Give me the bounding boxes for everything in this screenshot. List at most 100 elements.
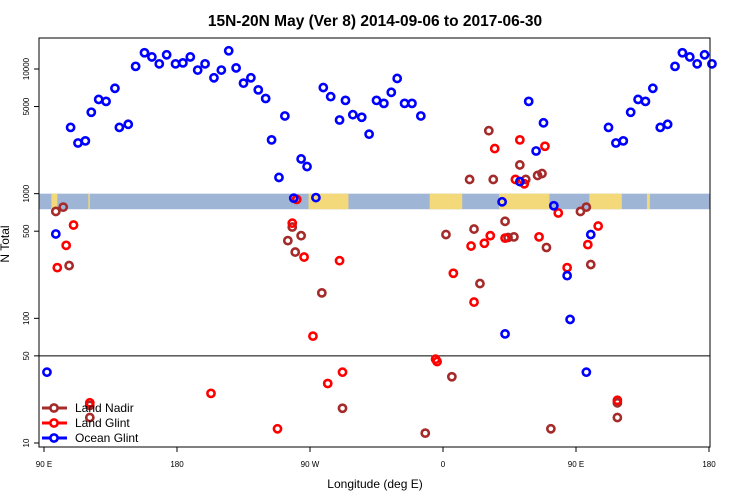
point-ocean-glint bbox=[192, 65, 203, 75]
point-ocean-glint bbox=[325, 91, 336, 102]
point-ocean-glint bbox=[65, 122, 76, 133]
point-ocean-glint bbox=[565, 314, 575, 325]
point-ocean-glint bbox=[260, 93, 271, 104]
map-band bbox=[39, 193, 710, 210]
point-land-glint bbox=[612, 395, 623, 406]
y-tick-label: 50 bbox=[22, 351, 31, 360]
point-land-nadir bbox=[475, 278, 485, 289]
x-tick-label: 180 bbox=[170, 460, 184, 469]
point-land-nadir bbox=[296, 230, 307, 241]
y-tick-label: 10 bbox=[22, 438, 31, 447]
point-land-nadir bbox=[64, 260, 75, 271]
point-land-nadir bbox=[541, 242, 552, 253]
plot-frame bbox=[38, 37, 711, 448]
x-tick-label: 180 bbox=[702, 460, 716, 469]
point-ocean-glint bbox=[356, 112, 367, 123]
map-land bbox=[646, 193, 650, 210]
point-ocean-glint bbox=[677, 47, 688, 58]
point-ocean-glint bbox=[178, 57, 188, 68]
point-ocean-glint bbox=[185, 52, 196, 62]
x-axis: 90 E 180 90 W 0 90 E 180 bbox=[36, 447, 716, 469]
point-ocean-glint bbox=[692, 58, 703, 69]
y-tick-label: 500 bbox=[22, 224, 31, 238]
point-land-nadir bbox=[58, 202, 69, 213]
point-land-nadir bbox=[585, 259, 596, 270]
point-ocean-glint bbox=[223, 45, 234, 56]
point-ocean-glint bbox=[392, 73, 403, 84]
point-land-glint bbox=[322, 378, 333, 389]
y-tick-label: 100 bbox=[22, 311, 31, 325]
point-ocean-glint bbox=[386, 87, 397, 98]
point-land-nadir bbox=[612, 412, 623, 423]
point-land-glint bbox=[479, 238, 490, 249]
point-ocean-glint bbox=[209, 72, 219, 83]
legend-label: Land Glint bbox=[75, 416, 130, 430]
point-ocean-glint bbox=[311, 192, 321, 203]
point-ocean-glint bbox=[378, 98, 389, 109]
point-land-glint bbox=[448, 268, 459, 279]
point-land-glint bbox=[582, 239, 593, 250]
x-axis-label: Longitude (deg E) bbox=[327, 477, 422, 491]
point-ocean-glint bbox=[266, 134, 277, 145]
point-ocean-glint bbox=[200, 58, 210, 69]
point-ocean-glint bbox=[80, 136, 91, 146]
point-ocean-glint bbox=[625, 107, 636, 118]
point-land-glint bbox=[272, 423, 283, 434]
point-land-glint bbox=[299, 252, 309, 262]
point-ocean-glint bbox=[101, 96, 111, 107]
point-ocean-glint bbox=[279, 111, 290, 121]
x-tick-label: 90 E bbox=[36, 460, 52, 469]
point-ocean-glint bbox=[161, 49, 172, 60]
point-ocean-glint bbox=[514, 176, 525, 187]
point-land-nadir bbox=[290, 247, 301, 257]
chart-title: 15N-20N May (Ver 8) 2014-09-06 to 2017-0… bbox=[208, 13, 542, 30]
point-ocean-glint bbox=[288, 193, 299, 204]
point-ocean-glint bbox=[531, 146, 541, 156]
point-land-glint bbox=[68, 220, 79, 230]
map-land bbox=[429, 193, 463, 210]
point-ocean-glint bbox=[500, 329, 510, 339]
point-ocean-glint bbox=[415, 111, 426, 121]
legend-label: Land Nadir bbox=[75, 401, 134, 415]
point-ocean-glint bbox=[318, 82, 329, 93]
point-land-glint bbox=[308, 331, 318, 342]
legend-marker bbox=[49, 403, 59, 413]
point-ocean-glint bbox=[670, 61, 680, 72]
point-ocean-glint bbox=[296, 154, 307, 164]
point-ocean-glint bbox=[581, 367, 592, 378]
y-tick-label: 1000 bbox=[22, 184, 31, 202]
point-land-glint bbox=[489, 143, 500, 154]
point-land-nadir bbox=[287, 222, 298, 232]
point-land-glint bbox=[61, 240, 72, 251]
point-ocean-glint bbox=[364, 129, 375, 140]
y-tick-label: 5000 bbox=[22, 97, 31, 115]
point-ocean-glint bbox=[274, 172, 284, 183]
point-land-nadir bbox=[514, 160, 525, 170]
point-land-nadir bbox=[441, 229, 451, 240]
point-ocean-glint bbox=[562, 270, 573, 281]
point-land-glint bbox=[553, 208, 564, 218]
point-ocean-glint bbox=[699, 49, 710, 60]
point-ocean-glint bbox=[123, 119, 134, 130]
legend-marker bbox=[49, 433, 59, 443]
point-land-glint bbox=[593, 221, 604, 231]
point-land-nadir bbox=[84, 412, 95, 423]
point-land-glint bbox=[84, 397, 95, 408]
point-land-glint bbox=[287, 218, 298, 229]
x-tick-label: 90 E bbox=[568, 460, 584, 469]
point-ocean-glint bbox=[603, 122, 614, 133]
point-ocean-glint bbox=[585, 229, 596, 240]
point-ocean-glint bbox=[618, 136, 629, 146]
point-ocean-glint bbox=[114, 122, 125, 133]
point-ocean-glint bbox=[110, 83, 120, 94]
point-land-glint bbox=[334, 255, 345, 266]
point-ocean-glint bbox=[633, 94, 643, 105]
point-ocean-glint bbox=[146, 52, 157, 62]
point-land-glint bbox=[562, 262, 573, 273]
point-land-nadir bbox=[488, 174, 499, 185]
point-ocean-glint bbox=[139, 47, 150, 58]
point-land-nadir bbox=[464, 174, 475, 185]
point-land-nadir bbox=[509, 231, 519, 242]
